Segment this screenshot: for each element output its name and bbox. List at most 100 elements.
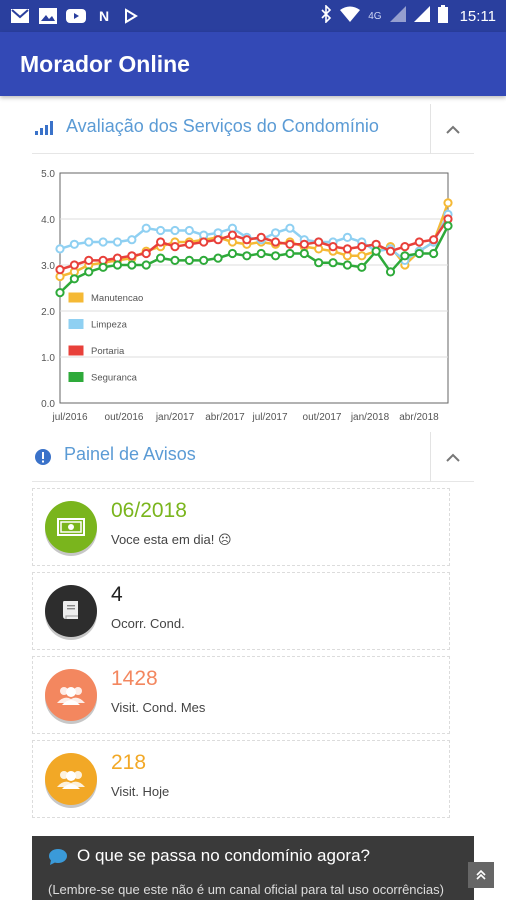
data-point bbox=[155, 253, 166, 263]
rating-section-header: Avaliação dos Serviços do Condomínio bbox=[32, 104, 474, 154]
data-point bbox=[141, 223, 151, 233]
data-point bbox=[443, 221, 453, 231]
x-tick-label: abr/2018 bbox=[399, 412, 439, 423]
y-tick-label: 3.0 bbox=[41, 261, 55, 272]
series-line bbox=[59, 218, 450, 271]
x-tick-label: jan/2018 bbox=[350, 412, 390, 423]
card-occurrences[interactable]: 4 Ocorr. Cond. bbox=[32, 572, 450, 650]
legend-swatch bbox=[67, 371, 85, 383]
data-point bbox=[184, 225, 194, 236]
battery-icon bbox=[437, 5, 448, 28]
y-tick-label: 2.0 bbox=[41, 307, 55, 318]
data-point bbox=[314, 237, 324, 247]
y-tick-label: 4.0 bbox=[41, 215, 55, 226]
data-point bbox=[170, 242, 180, 252]
money-icon bbox=[57, 518, 85, 536]
data-point bbox=[285, 223, 295, 233]
data-point bbox=[342, 232, 353, 243]
card-icon-circle bbox=[45, 501, 97, 553]
wifi-icon bbox=[340, 6, 361, 27]
gmail-icon bbox=[10, 6, 30, 26]
legend-swatch bbox=[67, 291, 85, 304]
data-point bbox=[141, 248, 151, 259]
legend-label: Manutencao bbox=[91, 293, 143, 304]
data-point bbox=[385, 267, 396, 277]
card-visits-today[interactable]: 218 Visit. Hoje bbox=[32, 740, 450, 818]
data-point bbox=[270, 237, 281, 247]
legend-label: Portaria bbox=[91, 346, 125, 357]
notices-section-title: Painel de Avisos bbox=[64, 444, 196, 464]
data-point bbox=[342, 260, 353, 270]
banner-subtitle: (Lembre-se que este não é um canal ofici… bbox=[48, 882, 444, 897]
data-point bbox=[98, 262, 108, 272]
network-type: 4G bbox=[368, 11, 382, 22]
y-tick-label: 5.0 bbox=[41, 169, 55, 180]
data-point bbox=[55, 288, 65, 298]
series-line bbox=[59, 225, 450, 294]
data-point bbox=[443, 198, 453, 208]
y-tick-label: 0.0 bbox=[41, 399, 55, 410]
status-bar: N 4G 15:11 bbox=[0, 0, 506, 32]
data-point bbox=[55, 244, 65, 254]
data-point bbox=[55, 265, 65, 275]
data-point bbox=[155, 225, 166, 236]
data-point bbox=[400, 242, 410, 252]
data-point bbox=[127, 260, 137, 270]
data-point bbox=[213, 253, 223, 263]
plot-frame bbox=[59, 172, 449, 404]
rating-chart-svg: 0.0 1.0 2.0 3.0 4.0 5.0 jul/2016 out/2016 jan/20… bbox=[41, 169, 453, 423]
book-icon bbox=[63, 601, 78, 619]
data-point bbox=[155, 237, 166, 247]
nfl-icon: N bbox=[98, 8, 110, 24]
card-visits-month[interactable]: 1428 Visit. Cond. Mes bbox=[32, 656, 450, 734]
collapse-notices-button[interactable] bbox=[430, 432, 474, 482]
card-icon-circle bbox=[45, 585, 97, 637]
data-point bbox=[328, 242, 338, 252]
data-point bbox=[69, 274, 79, 284]
card-value: 06/2018 bbox=[111, 499, 187, 522]
data-point bbox=[285, 239, 295, 249]
data-point bbox=[69, 239, 79, 249]
chat-banner[interactable]: O que se passa no condomínio agora? (Lem… bbox=[32, 836, 474, 900]
card-icon-circle bbox=[45, 753, 97, 805]
x-tick-label: out/2017 bbox=[303, 412, 342, 423]
data-point bbox=[170, 255, 180, 266]
data-point bbox=[342, 244, 353, 254]
app-bar: Morador Online bbox=[0, 32, 506, 96]
group-icon bbox=[57, 687, 85, 705]
data-point bbox=[112, 237, 123, 247]
scroll-top-button[interactable] bbox=[468, 862, 494, 888]
data-point bbox=[299, 239, 309, 249]
legend-swatch bbox=[67, 318, 85, 330]
chevron-up-icon bbox=[445, 125, 460, 134]
data-point bbox=[98, 237, 108, 247]
data-point bbox=[429, 248, 439, 259]
image-icon bbox=[38, 6, 58, 26]
legend-label: Limpeza bbox=[91, 320, 128, 331]
data-point bbox=[400, 251, 410, 261]
data-point bbox=[270, 228, 281, 238]
double-chevron-up-icon bbox=[476, 869, 486, 880]
x-tick-label: jan/2017 bbox=[155, 412, 195, 423]
app-title: Morador Online bbox=[20, 51, 190, 77]
data-point bbox=[357, 262, 367, 272]
collapse-rating-button[interactable] bbox=[430, 104, 474, 154]
data-point bbox=[199, 237, 209, 247]
card-label: Ocorr. Cond. bbox=[111, 616, 185, 631]
data-point bbox=[414, 248, 424, 259]
data-point bbox=[429, 235, 439, 245]
chat-bubble-icon bbox=[48, 848, 68, 871]
data-point bbox=[242, 235, 252, 245]
card-dues-status[interactable]: 06/2018 Voce esta em dia! ☹ bbox=[32, 488, 450, 566]
data-point bbox=[127, 251, 137, 261]
card-value: 1428 bbox=[111, 667, 158, 690]
data-point bbox=[184, 239, 194, 249]
data-point bbox=[141, 260, 151, 270]
alert-icon bbox=[34, 448, 52, 471]
data-point bbox=[314, 258, 324, 268]
data-point bbox=[385, 246, 396, 256]
card-value: 4 bbox=[111, 583, 123, 606]
data-point bbox=[84, 237, 94, 247]
rating-section-title: Avaliação dos Serviços do Condomínio bbox=[66, 116, 379, 136]
youtube-icon bbox=[66, 6, 86, 26]
